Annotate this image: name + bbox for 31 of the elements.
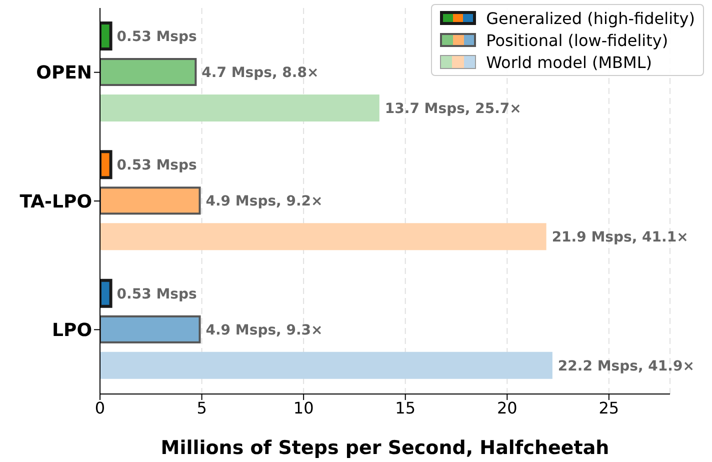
x-tick-label: 25 [598,398,620,418]
y-tick-label: LPO [52,320,92,342]
x-tick-label: 10 [293,398,314,418]
data-label: 22.2 Msps, 41.9× [558,358,694,374]
data-label: 21.9 Msps, 41.1× [552,230,688,246]
data-label: 0.53 Msps [116,286,197,302]
data-label: 0.53 Msps [116,29,197,45]
bar [100,278,112,308]
data-label: 4.7 Msps, 8.8× [202,65,319,81]
bar [100,315,201,344]
bar [100,186,201,215]
x-axis-title: Millions of Steps per Second, Halfcheetah [160,437,610,459]
x-tick-label: 5 [196,398,207,418]
x-tick-label: 0 [94,398,106,418]
bar [100,22,112,50]
legend-label: Generalized (high-fidelity) [486,8,695,28]
data-label: 13.7 Msps, 25.7× [384,101,522,117]
legend-label: Positional (low-fidelity) [486,30,668,50]
data-label: 4.9 Msps, 9.2× [206,194,323,210]
bar [100,150,112,180]
bar [100,223,546,250]
data-label: 0.53 Msps [116,158,197,174]
y-tick-label: TA-LPO [20,191,92,212]
x-tick-label: 15 [395,398,416,418]
data-label: 4.9 Msps, 9.3× [206,322,323,338]
y-tick-label: OPEN [36,62,92,84]
legend-label: World model (MBML) [486,52,652,72]
bar [100,352,552,379]
bar [100,94,380,122]
bar [100,58,197,86]
x-tick-label: 20 [496,398,518,418]
